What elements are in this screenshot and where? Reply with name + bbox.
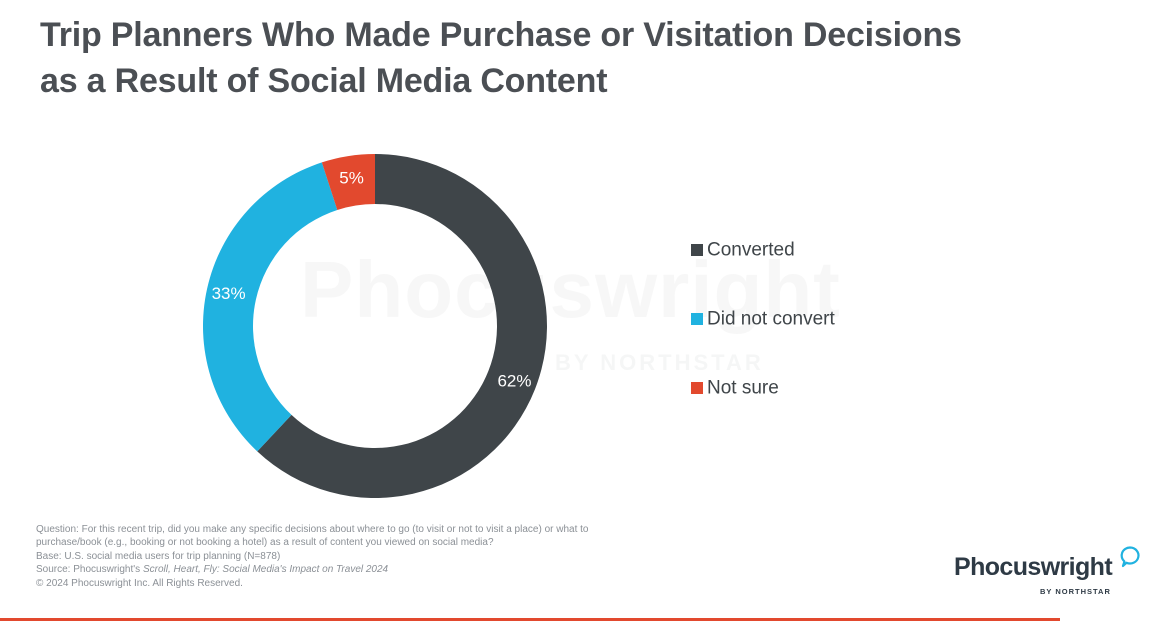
donut-slice-did-not-convert <box>202 162 338 452</box>
donut-slices <box>202 154 547 498</box>
legend-swatch-did-not-convert <box>691 313 703 325</box>
bottom-accent-rule <box>0 618 1060 621</box>
footnotes: Question: For this recent trip, did you … <box>36 523 796 590</box>
data-label-converted: 62% <box>497 372 531 391</box>
footnote-base: Base: U.S. social media users for trip p… <box>36 550 281 562</box>
speech-bubble-icon <box>1120 546 1140 568</box>
footnote-copyright: © 2024 Phocuswright Inc. All Rights Rese… <box>36 577 243 589</box>
chart-legend: Converted Did not convert Not sure <box>691 240 836 399</box>
chart-title-line-2: as a Result of Social Media Content <box>40 62 608 100</box>
chart-title-line-1: Trip Planners Who Made Purchase or Visit… <box>40 16 962 54</box>
legend-swatch-not-sure <box>691 382 703 394</box>
legend-swatch-converted <box>691 244 703 256</box>
legend-label-converted: Converted <box>707 240 795 261</box>
donut-slice-not-sure <box>321 154 375 210</box>
legend-label-not-sure: Not sure <box>707 378 779 399</box>
footnote-question-line-2: purchase/book (e.g., booking or not book… <box>36 537 494 549</box>
logo-wordmark: Phocuswright <box>954 553 1113 581</box>
data-label-not-sure: 5% <box>339 168 364 187</box>
chart-title: Trip Planners Who Made Purchase or Visit… <box>40 12 1120 104</box>
data-label-did-not-convert: 33% <box>212 284 246 303</box>
donut-chart: 62% 33% 5% Converted Did not convert Not sur… <box>202 154 836 498</box>
footnote-source-prefix: Source: Phocuswright's <box>36 564 143 576</box>
donut-slice-labels: 62% 33% 5% <box>212 168 532 390</box>
footnote-source-title: Scroll, Heart, Fly: Social Media's Impac… <box>142 564 389 576</box>
donut-slice-converted <box>257 154 547 498</box>
footnote-source: Source: Phocuswright's Scroll, Heart, Fl… <box>36 563 796 576</box>
logo-byline: BY NORTHSTAR <box>1040 587 1111 596</box>
phocuswright-logo: Phocuswright BY NORTHSTAR <box>954 545 1144 601</box>
legend-label-did-not-convert: Did not convert <box>707 309 836 330</box>
footnote-question-line-1: Question: For this recent trip, did you … <box>36 524 589 535</box>
